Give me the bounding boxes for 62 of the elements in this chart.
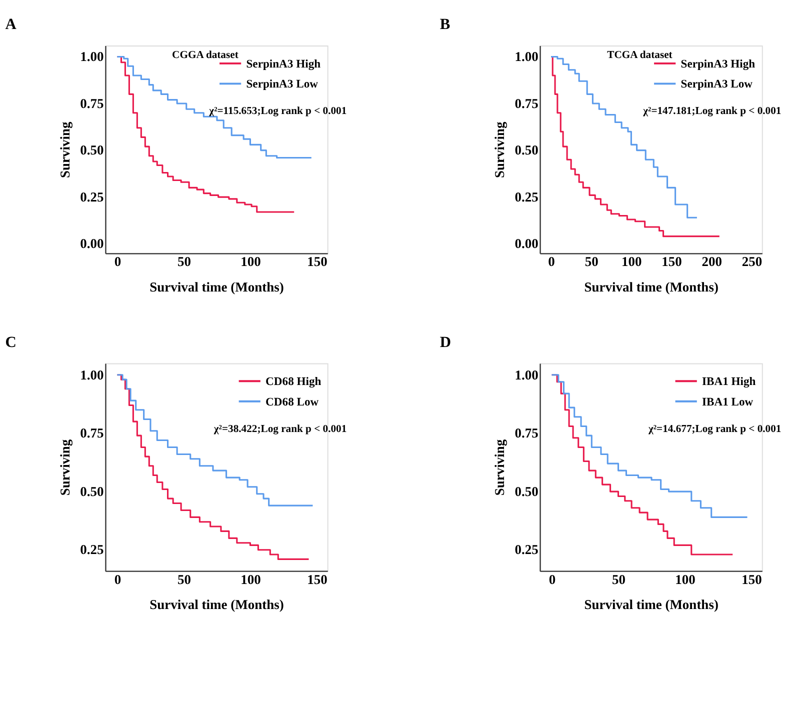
chart-title: A: [5, 16, 18, 34]
y-tick-label: 0.25: [514, 189, 539, 204]
y-tick-label: 0.75: [80, 96, 104, 111]
legend-label: IBA1 High: [702, 374, 756, 388]
y-tick-label: 0.75: [514, 96, 539, 111]
y-tick-label: 0.25: [80, 542, 104, 558]
legend-label: CD68 Low: [266, 395, 320, 408]
x-tick-label: 200: [702, 254, 722, 270]
y-tick-label: 0.00: [514, 236, 539, 252]
x-tick-label: 250: [742, 254, 762, 270]
y-tick-label: 0.50: [514, 142, 539, 158]
y-axis-title: Surviving: [58, 121, 73, 178]
x-tick-label: 50: [177, 254, 192, 270]
x-tick-label: 100: [240, 572, 262, 587]
y-axis-title: Surviving: [58, 439, 73, 496]
y-tick-label: 0.50: [514, 484, 539, 499]
legend-label: SerpinA3 Low: [246, 78, 319, 91]
y-tick-label: 0.00: [80, 236, 104, 252]
x-tick-label: 0: [114, 572, 122, 587]
y-tick-label: 0.25: [514, 542, 539, 558]
y-axis-title: Surviving: [492, 121, 508, 178]
y-tick-label: 0.75: [514, 426, 539, 441]
x-tick-label: 150: [307, 254, 328, 270]
y-tick-label: 1.00: [514, 367, 539, 382]
x-tick-label: 150: [662, 254, 682, 270]
y-tick-label: 0.50: [80, 142, 104, 158]
legend-label: SerpinA3 Low: [680, 78, 754, 91]
legend-label: SerpinA3 High: [680, 57, 756, 70]
x-axis-title: Survival time (Months): [584, 597, 718, 612]
y-tick-label: 1.00: [80, 49, 104, 64]
x-tick-label: 50: [584, 254, 599, 270]
annotation: χ²=115.653;Log rank p < 0.001: [208, 106, 347, 118]
x-tick-label: 150: [307, 572, 328, 587]
x-tick-label: 50: [612, 572, 626, 587]
legend-label: SerpinA3 High: [246, 57, 322, 70]
x-tick-label: 100: [240, 254, 262, 270]
x-tick-label: 0: [548, 572, 556, 587]
x-axis-title: Survival time (Months): [150, 597, 284, 612]
chart-subtitle: TCGA dataset: [607, 50, 673, 62]
x-tick-label: 50: [177, 572, 192, 587]
annotation: χ²=38.422;Log rank p < 0.001: [212, 424, 347, 435]
x-tick-label: 0: [548, 254, 556, 270]
x-tick-label: 150: [742, 572, 762, 587]
x-tick-label: 100: [675, 572, 696, 587]
chart-title: D: [440, 334, 452, 351]
chart-title: C: [5, 334, 16, 351]
legend-label: CD68 High: [266, 374, 322, 388]
x-axis-title: Survival time (Months): [150, 279, 284, 294]
y-tick-label: 1.00: [80, 367, 104, 382]
y-tick-label: 1.00: [514, 49, 539, 64]
x-tick-label: 100: [622, 254, 642, 270]
x-axis-title: Survival time (Months): [584, 279, 718, 294]
y-tick-label: 0.25: [80, 189, 104, 204]
chart-subtitle: CGGA dataset: [172, 50, 239, 62]
annotation: χ²=14.677;Log rank p < 0.001: [647, 424, 782, 435]
y-tick-label: 0.75: [80, 426, 104, 441]
y-tick-label: 0.50: [80, 484, 104, 499]
legend-label: IBA1 Low: [702, 395, 754, 408]
chart-title: B: [440, 16, 450, 34]
x-tick-label: 0: [114, 254, 122, 270]
annotation: χ²=147.181;Log rank p < 0.001: [642, 106, 782, 118]
y-axis-title: Surviving: [492, 439, 508, 496]
